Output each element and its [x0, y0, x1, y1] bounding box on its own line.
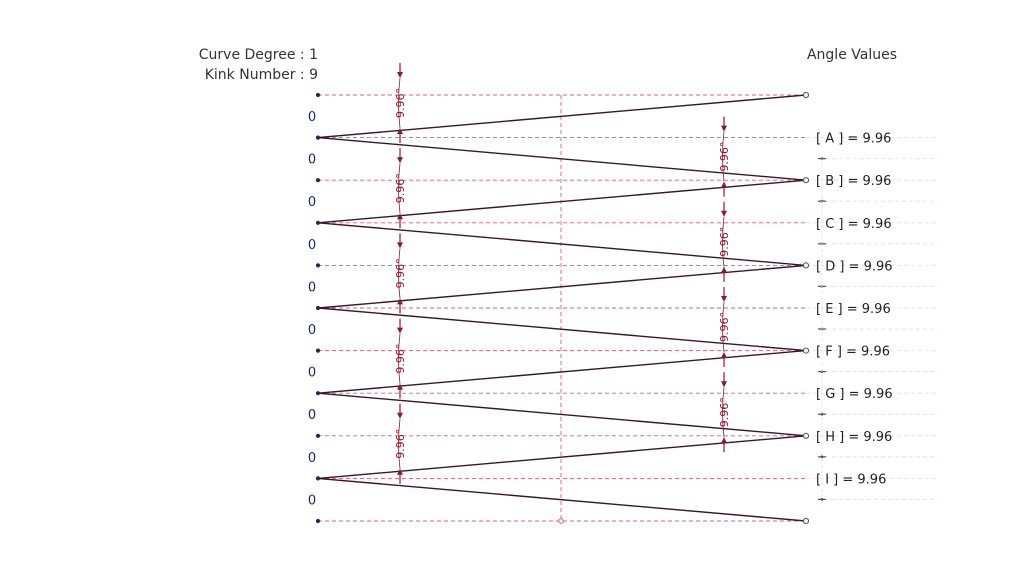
value-tick-dot [820, 498, 824, 501]
angle-arrow-bottom [397, 468, 403, 475]
right-node [802, 177, 810, 184]
angle-arc [398, 77, 401, 129]
angle-value-label: [ H ] = 9.96 [816, 430, 892, 445]
angle-arrow-bottom [397, 128, 403, 134]
angle-arrow-top [397, 157, 403, 164]
segment-label: 0 [308, 323, 316, 338]
segment-label: 0 [308, 451, 316, 466]
angle-value-label: [ F ] = 9.96 [816, 345, 890, 360]
angle-label: 9.96° [718, 142, 731, 172]
angle-arc [722, 301, 725, 353]
left-node [315, 263, 321, 268]
segment-label: 0 [308, 280, 316, 295]
angle-value-label: [ E ] = 9.96 [816, 302, 891, 317]
segment-label: 0 [308, 153, 316, 168]
angle-arrow-top [721, 125, 727, 132]
angle-arrow-bottom [721, 437, 727, 444]
segment-label: 0 [308, 110, 316, 125]
left-node [315, 391, 321, 396]
angle-arrow-bottom [721, 181, 727, 188]
angle-arc [722, 216, 725, 267]
right-node [802, 432, 810, 439]
segment-label: 0 [308, 493, 316, 508]
angle-value-label: [ C ] = 9.96 [816, 217, 892, 232]
left-node [315, 348, 321, 353]
angle-arrow-top [397, 327, 403, 334]
angle-arrow-top [397, 72, 403, 78]
angle-value-label: [ I ] = 9.96 [816, 472, 886, 487]
angle-value-label: [ B ] = 9.96 [816, 174, 891, 189]
left-node [315, 305, 321, 311]
angle-label: 9.96° [718, 312, 731, 342]
right-node [802, 262, 810, 269]
angle-label: 9.96° [394, 173, 407, 203]
midline-end [558, 518, 564, 524]
kink-number-label: Kink Number : 9 [205, 67, 318, 83]
left-node [315, 135, 321, 140]
segment-label: 0 [308, 366, 316, 381]
angle-arrow-bottom [397, 298, 403, 305]
angle-label: 9.96° [394, 429, 407, 459]
angle-arc [398, 163, 401, 214]
angle-arc [722, 131, 725, 182]
angle-arrow-top [721, 381, 727, 388]
right-node [802, 347, 810, 354]
angle-arrow-top [397, 412, 403, 419]
left-node [315, 518, 321, 524]
curve-drawing: 0 0 0 0 0 0 0 0 0 0 9.96° 9.96° 9.96° 9.96° 9.96° 9.96°… [308, 63, 938, 525]
angle-arrow-bottom [397, 383, 403, 390]
angle-value-label: [ G ] = 9.96 [816, 387, 893, 402]
angle-arrow-top [397, 242, 403, 249]
angle-arrow-bottom [721, 352, 727, 358]
angle-arrow-top [721, 210, 727, 217]
angle-label: 9.96° [718, 227, 731, 257]
angle-arrow-bottom [397, 213, 403, 220]
angle-label: 9.96° [718, 397, 731, 427]
right-node [802, 91, 810, 99]
angle-value-label: [ D ] = 9.96 [816, 259, 893, 274]
angle-arc [722, 387, 725, 438]
left-node [315, 433, 321, 438]
left-node [315, 92, 321, 98]
angle-value-label: [ A ] = 9.96 [816, 132, 891, 147]
angle-arc [398, 248, 401, 299]
angle-arc [398, 333, 401, 384]
angle-label: 9.96° [394, 88, 407, 118]
left-node [315, 178, 321, 183]
curve-degree-label: Curve Degree : 1 [199, 47, 318, 63]
left-node [315, 476, 321, 481]
angle-label: 9.96° [394, 344, 407, 374]
segment-label: 0 [308, 195, 316, 210]
angle-arc [398, 418, 401, 469]
value-tick-dot [820, 455, 824, 459]
segment-label: 0 [308, 238, 316, 253]
segment-label: 0 [308, 408, 316, 423]
right-node [802, 517, 810, 525]
angle-arrow-top [721, 296, 727, 302]
value-tick-dot [820, 412, 824, 416]
angle-label: 9.96° [394, 258, 407, 288]
angle-values-title: Angle Values [807, 47, 897, 63]
left-node [315, 220, 321, 225]
angle-arrow-bottom [721, 266, 727, 273]
